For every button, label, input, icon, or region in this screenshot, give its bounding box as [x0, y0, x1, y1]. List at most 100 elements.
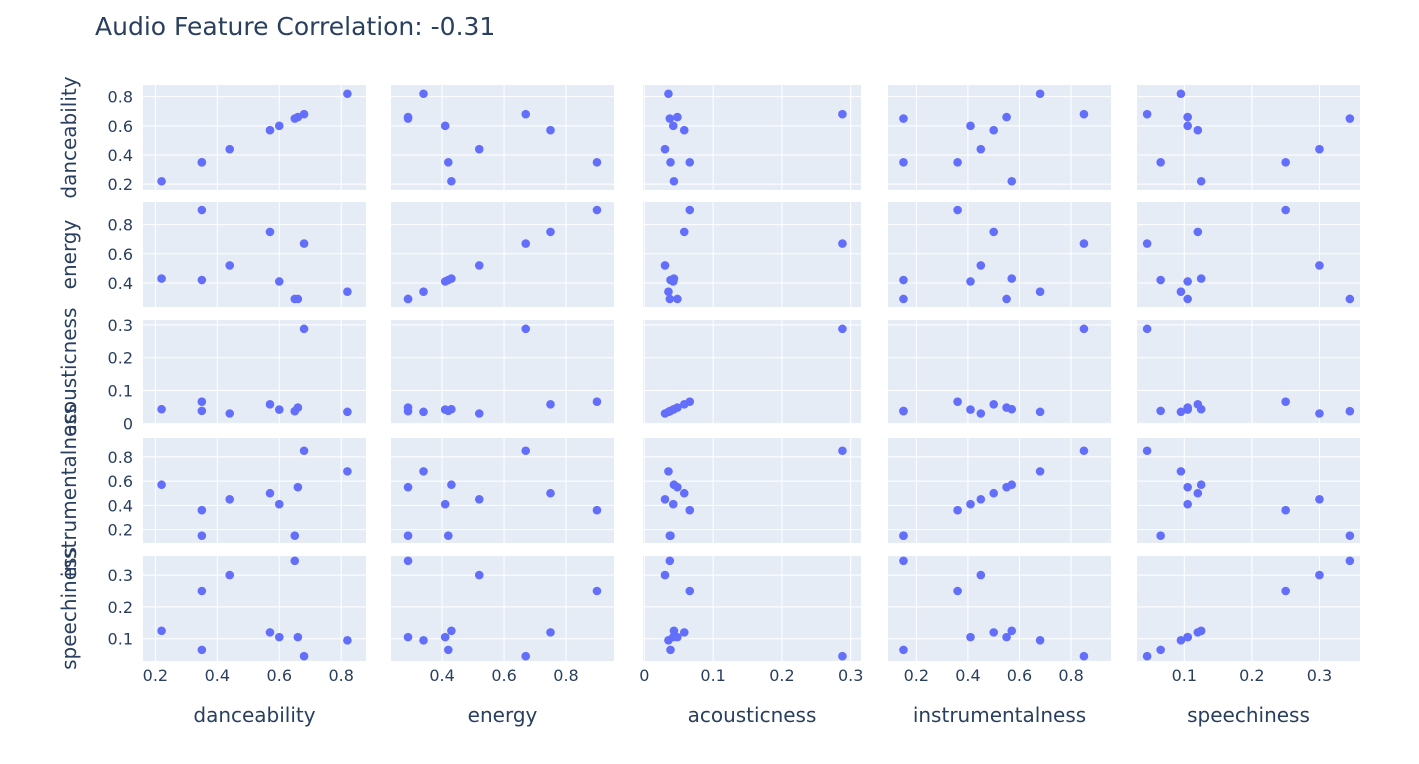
data-point [665, 556, 675, 566]
y-tick-label: 0.4 [108, 496, 133, 515]
data-point [521, 651, 531, 661]
data-point [546, 628, 555, 637]
x-axis-title-danceability: danceability [193, 703, 315, 727]
x-tick-label: 0.4 [429, 666, 454, 685]
data-point [197, 157, 207, 167]
data-point [157, 626, 166, 636]
data-point [665, 294, 675, 304]
data-point [546, 125, 555, 135]
data-point [443, 157, 453, 167]
data-point [679, 227, 689, 237]
data-point [660, 570, 670, 580]
data-point [1142, 324, 1152, 334]
data-point [157, 274, 166, 283]
y-tick-label: 0.8 [108, 216, 133, 235]
x-tick-label: 0.3 [1307, 666, 1332, 685]
x-axis-title-acousticness: acousticness [688, 703, 817, 727]
y-tick-label: 0.2 [108, 521, 133, 540]
data-point [660, 144, 670, 154]
panel-energy-vs-danceability [143, 202, 366, 307]
data-point [685, 205, 695, 215]
data-point [1345, 294, 1355, 304]
data-point [1007, 626, 1017, 636]
data-point [293, 403, 303, 412]
data-point [989, 400, 998, 409]
data-point [157, 404, 166, 414]
data-point [1345, 406, 1355, 416]
data-point [976, 495, 986, 504]
x-tick-label: 0.1 [700, 666, 725, 685]
data-point [592, 505, 602, 515]
data-point [1345, 556, 1355, 566]
panel-danceability-vs-speechiness [1137, 85, 1360, 190]
data-point [953, 505, 962, 515]
data-point [225, 261, 235, 270]
data-point [1002, 482, 1011, 492]
data-point [474, 261, 484, 270]
data-point [419, 287, 428, 296]
panel-energy-vs-acousticness [643, 202, 861, 307]
data-point [1183, 277, 1192, 286]
y-tick-label: 0.1 [108, 630, 133, 649]
data-point [1193, 488, 1203, 498]
data-point [197, 531, 207, 541]
data-point [685, 505, 695, 515]
data-point [685, 157, 695, 167]
panel-speechiness-vs-acousticness [643, 556, 861, 661]
data-point [660, 495, 670, 504]
y-tick-label: 0.6 [108, 472, 133, 491]
x-tick-label: 0.1 [1172, 666, 1197, 685]
x-tick-label: 0.2 [143, 666, 168, 685]
data-point [664, 89, 673, 99]
data-point [1183, 294, 1192, 304]
data-point [673, 112, 682, 122]
data-point [293, 294, 303, 304]
data-point [474, 570, 484, 580]
data-point [976, 409, 986, 418]
y-tick-label: 0 [123, 414, 133, 433]
data-point [673, 632, 682, 642]
data-point [1035, 467, 1045, 476]
panel-energy-vs-instrumentalness [888, 202, 1111, 307]
data-point [666, 157, 675, 167]
y-tick-label: 0.6 [108, 117, 133, 136]
x-tick-label: 0.8 [1058, 666, 1083, 685]
data-point [299, 324, 309, 334]
data-point [976, 261, 986, 270]
data-point [197, 205, 207, 215]
data-point [419, 636, 428, 645]
data-point [1183, 482, 1192, 492]
data-point [899, 645, 908, 655]
data-point [679, 628, 689, 637]
data-point [546, 227, 555, 237]
panel-energy-vs-energy [391, 202, 614, 307]
panel-instrumentalness-vs-speechiness [1137, 438, 1360, 543]
x-tick-label: 0.4 [205, 666, 230, 685]
data-point [1156, 531, 1165, 541]
data-point [343, 89, 352, 99]
data-point [953, 157, 962, 167]
data-point [197, 397, 207, 406]
data-point [592, 157, 602, 167]
data-point [265, 227, 275, 237]
data-point [1176, 467, 1186, 476]
data-point [1156, 645, 1165, 655]
y-tick-label: 0.2 [108, 349, 133, 368]
data-point [1183, 403, 1192, 412]
data-point [1176, 89, 1186, 99]
data-point [403, 632, 413, 642]
data-point [899, 556, 908, 566]
data-point [592, 586, 602, 596]
data-point [838, 324, 847, 334]
x-axis-title-energy: energy [468, 703, 538, 727]
y-tick-label: 0.8 [108, 448, 133, 467]
data-point [225, 570, 235, 580]
data-point [966, 405, 975, 414]
data-point [225, 144, 235, 154]
data-point [1156, 157, 1165, 167]
data-point [1079, 446, 1089, 456]
data-point [838, 446, 847, 456]
data-point [899, 157, 908, 167]
data-point [299, 446, 309, 456]
